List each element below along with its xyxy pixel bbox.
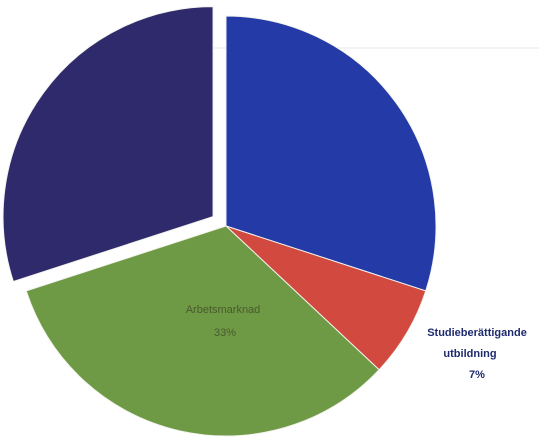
slice-value-arbetsmarknad: 33% [214, 327, 236, 339]
slice-label-studieberattigande-line1: Studieberättigande [427, 327, 527, 339]
slice-unlabeled-navy [2, 6, 214, 283]
slice-value-studieberattigande: 7% [469, 369, 485, 381]
slice-label-studieberattigande-line2: utbildning [443, 348, 496, 360]
slice-unlabeled-blue [225, 15, 437, 292]
slice-arbetsmarknad [25, 225, 380, 437]
pie-slices [2, 6, 437, 437]
slice-label-arbetsmarknad: Arbetsmarknad [186, 304, 261, 316]
